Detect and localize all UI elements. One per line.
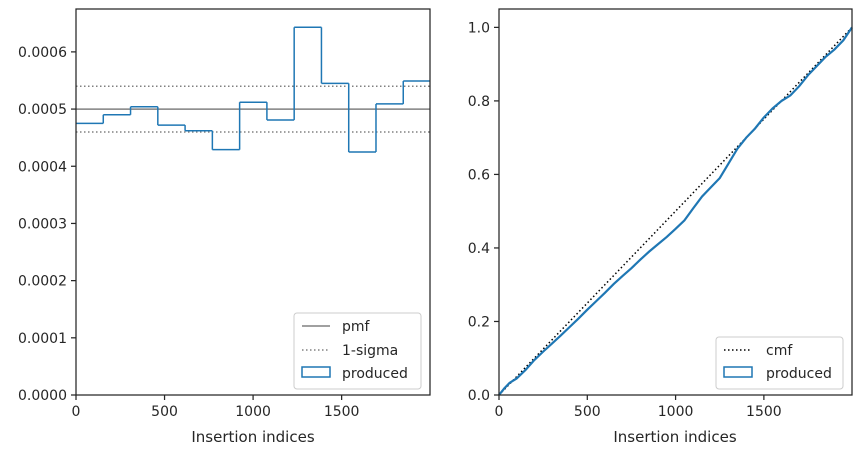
cmf-xlabel: Insertion indices: [613, 428, 736, 446]
cmf-ytick-label-3: 0.6: [468, 167, 490, 183]
cmf-panel: 0 500 1000 1500 0.0 0.2 0.4 0.6 0.8 1.0 Insertion…: [468, 8, 853, 446]
histogram-xlabel: Insertion indices: [191, 428, 314, 446]
histogram-xtick-label-2: 1000: [235, 404, 271, 420]
cmf-legend: cmf produced: [715, 336, 844, 390]
legend-produced-label: produced: [342, 366, 408, 382]
legend-produced-cmf-label: produced: [766, 366, 832, 382]
cmf-ytick-label-2: 0.4: [468, 241, 490, 257]
cmf-legend-box: [715, 336, 844, 390]
cmf-ytick-label-1: 0.2: [468, 314, 490, 330]
legend-produced-cmf-swatch: [723, 366, 753, 378]
cmf-xtick-label-0: 0: [495, 404, 504, 420]
cmf-ytick-label-4: 0.8: [468, 94, 490, 110]
cmf-ytick-label-5: 1.0: [468, 20, 490, 36]
histogram-ytick-label-0: 0.0000: [18, 388, 67, 404]
series-line-cmf: [498, 26, 853, 396]
cmf-xtick-label-3: 1500: [746, 404, 782, 420]
histogram-ytick-label-4: 0.0004: [18, 159, 67, 175]
histogram-ytick-label-2: 0.0002: [18, 274, 67, 290]
histogram-xtick-label-1: 500: [151, 404, 178, 420]
cmf-xtick-label-2: 1000: [658, 404, 694, 420]
histogram-ytick-label-6: 0.0006: [18, 45, 67, 61]
cmf-ytick-label-0: 0.0: [468, 388, 490, 404]
legend-produced-swatch: [301, 366, 331, 378]
legend-pmf-label: pmf: [342, 319, 371, 335]
series-line-produced: [498, 26, 853, 396]
histogram-ytick-label-1: 0.0001: [18, 331, 67, 347]
histogram-panel: 0 500 1000 1500 0.0000 0.0001 0.0002 0.0003 0.00…: [18, 8, 431, 446]
histogram-ytick-label-3: 0.0003: [18, 216, 67, 232]
histogram-xtick-label-3: 1500: [324, 404, 360, 420]
legend-1-sigma-label: 1-sigma: [342, 343, 398, 359]
histogram-xtick-label-0: 0: [72, 404, 81, 420]
cmf-xtick-label-1: 500: [574, 404, 601, 420]
histogram-legend: pmf 1-sigma produced: [293, 312, 422, 390]
legend-cmf-label: cmf: [766, 343, 793, 359]
histogram-ytick-label-5: 0.0005: [18, 102, 67, 118]
histogram-legend-box: [293, 312, 422, 390]
